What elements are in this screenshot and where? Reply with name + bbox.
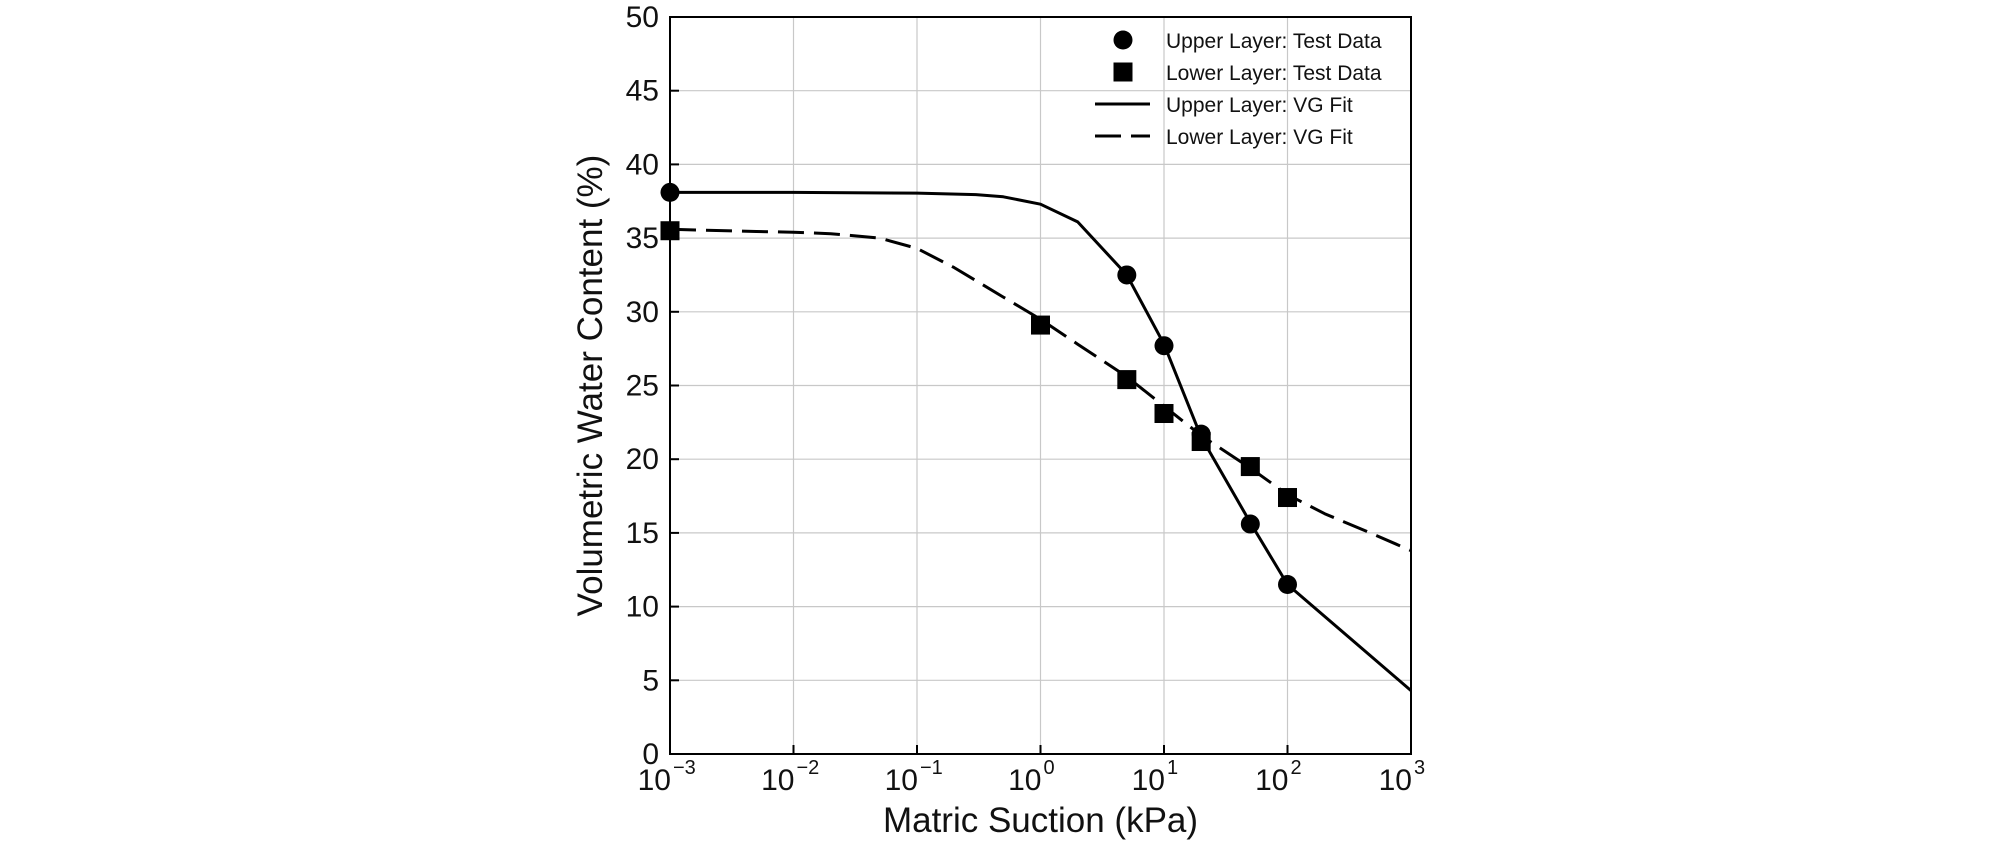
- x-tick-base: 10: [885, 764, 918, 797]
- series-points-upper-layer-test-data: [660, 182, 1297, 594]
- legend-marker: [1113, 62, 1133, 82]
- x-tick-exponent: 1: [1167, 757, 1178, 779]
- x-axis-label: Matric Suction (kPa): [883, 801, 1198, 840]
- y-tick-label: 35: [626, 222, 659, 255]
- y-tick-label: 30: [626, 296, 659, 329]
- ticks: 10 −3 10 −2 10 −1 10 0 10 1 10 2 10 30510152025303540…: [626, 1, 1426, 797]
- data-point: [1191, 432, 1211, 452]
- y-tick-label: 20: [626, 443, 659, 476]
- x-tick-label: 10 −2: [761, 757, 819, 797]
- y-tick-label: 0: [642, 738, 659, 771]
- y-tick-label: 15: [626, 517, 659, 550]
- grid-lines: [670, 17, 1411, 754]
- x-tick-base: 10: [638, 764, 671, 797]
- x-tick-exponent: −3: [673, 757, 696, 779]
- data-point: [1240, 457, 1260, 477]
- data-point: [1240, 514, 1260, 534]
- x-tick-base: 10: [1379, 764, 1412, 797]
- data-point: [1031, 315, 1050, 335]
- legend-entry: Lower Layer: VG Fit: [1095, 126, 1353, 149]
- y-tick-label: 50: [626, 1, 659, 34]
- data-point: [1278, 574, 1297, 594]
- legend-label: Upper Layer: VG Fit: [1166, 94, 1353, 117]
- legend-entry: Lower Layer: Test Data: [1113, 62, 1382, 85]
- x-tick-label: 10 1: [1132, 757, 1179, 797]
- legend-entry: Upper Layer: Test Data: [1113, 30, 1382, 53]
- data-point: [1117, 370, 1137, 390]
- series-points-lower-layer-test-data: [660, 221, 1297, 508]
- x-tick-exponent: −1: [920, 757, 943, 779]
- x-tick-label: 10 3: [1379, 757, 1426, 797]
- y-tick-label: 40: [626, 148, 659, 181]
- x-tick-label: 10 −1: [885, 757, 943, 797]
- y-tick-label: 45: [626, 75, 659, 108]
- data-point: [1154, 404, 1174, 424]
- y-axis-label: Volumetric Water Content (%): [571, 155, 610, 617]
- x-tick-exponent: 3: [1414, 757, 1425, 779]
- data-point: [1278, 488, 1297, 508]
- legend-entry: Upper Layer: VG Fit: [1095, 94, 1353, 117]
- y-tick-label: 10: [626, 591, 659, 624]
- data-point: [1117, 265, 1137, 285]
- x-tick-base: 10: [761, 764, 794, 797]
- y-tick-label: 25: [626, 370, 659, 403]
- legend-label: Upper Layer: Test Data: [1166, 30, 1382, 53]
- x-tick-base: 10: [1008, 764, 1041, 797]
- legend-label: Lower Layer: Test Data: [1166, 62, 1382, 85]
- x-tick-base: 10: [1255, 764, 1288, 797]
- legend-label: Lower Layer: VG Fit: [1166, 126, 1353, 149]
- x-tick-label: 10 0: [1008, 757, 1055, 797]
- data-point: [1154, 336, 1174, 356]
- legend: Upper Layer: Test Data Lower Layer: Test …: [1095, 30, 1382, 149]
- x-tick-label: 10 2: [1255, 757, 1302, 797]
- series-layer: [660, 182, 1412, 692]
- x-tick-exponent: 0: [1044, 757, 1055, 779]
- legend-marker: [1113, 30, 1133, 50]
- y-tick-label: 5: [642, 664, 659, 697]
- x-tick-exponent: −2: [797, 757, 820, 779]
- x-tick-label: 10 −3: [638, 757, 696, 797]
- x-tick-exponent: 2: [1291, 757, 1302, 779]
- x-tick-base: 10: [1132, 764, 1165, 797]
